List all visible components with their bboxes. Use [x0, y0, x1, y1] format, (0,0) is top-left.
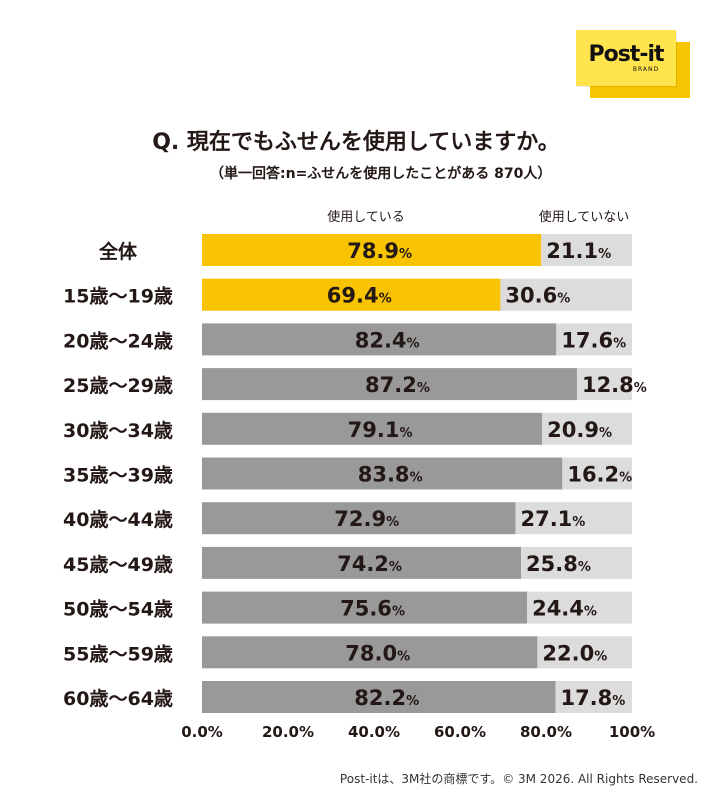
x-tick-label: 40.0%	[348, 723, 400, 741]
bar-used	[202, 323, 557, 356]
chart-title: Q. 現在でもふせんを使用していますか。	[152, 130, 560, 155]
bar-used	[202, 546, 522, 579]
category-label: 30歳〜34歳	[63, 420, 173, 442]
category-label: 25歳〜29歳	[63, 375, 173, 397]
data-label-used: 72.9%	[334, 507, 399, 531]
data-label-not-used: 25.8%	[526, 552, 591, 576]
data-label-not-used: 27.1%	[520, 507, 585, 531]
bar-not-used	[555, 681, 632, 713]
bar-used	[202, 636, 538, 669]
category-label: 45歳〜49歳	[63, 554, 173, 576]
x-tick-label: 80.0%	[520, 723, 572, 741]
bar-not-used	[541, 234, 632, 266]
bar-not-used	[537, 636, 632, 669]
chart-subtitle: （単一回答:n=ふせんを使用したことがある 870人）	[210, 166, 552, 182]
x-tick-label: 0.0%	[181, 723, 223, 741]
logo-note-front: Post-it BRAND	[576, 30, 676, 86]
data-label-not-used: 20.9%	[547, 418, 612, 442]
data-label-used: 82.4%	[355, 328, 420, 352]
category-label: 40歳〜44歳	[63, 509, 173, 531]
data-label-not-used: 12.8%	[582, 373, 647, 397]
bar-used	[202, 457, 563, 490]
bar-used	[202, 681, 556, 713]
data-label-used: 87.2%	[365, 373, 430, 397]
bar-used	[202, 502, 516, 535]
data-label-not-used: 22.0%	[542, 641, 607, 665]
x-tick-label: 20.0%	[262, 723, 314, 741]
data-label-used: 82.2%	[354, 686, 419, 710]
bar-not-used	[556, 323, 632, 356]
category-label: 60歳〜64歳	[63, 688, 173, 710]
bar-not-used	[576, 368, 632, 401]
bar-not-used	[521, 546, 632, 579]
bar-not-used	[542, 412, 632, 445]
category-label: 35歳〜39歳	[63, 465, 173, 487]
data-label-not-used: 17.8%	[560, 686, 625, 710]
bar-used	[202, 278, 501, 311]
category-label: 全体	[98, 240, 138, 263]
bar-not-used	[500, 278, 632, 311]
bar-used	[202, 368, 577, 401]
bar-not-used	[562, 457, 632, 490]
post-it-logo: Post-it BRAND	[576, 30, 694, 98]
data-label-used: 79.1%	[348, 418, 413, 442]
logo-brand-sub: BRAND	[632, 65, 660, 73]
category-label: 50歳〜54歳	[63, 599, 173, 621]
x-tick-label: 60.0%	[434, 723, 486, 741]
copyright-footer: Post-itは、3M社の商標です。© 3M 2026. All Rights …	[339, 772, 698, 786]
category-label: 20歳〜24歳	[63, 330, 173, 352]
bar-used	[202, 412, 543, 445]
data-label-used: 78.0%	[345, 641, 410, 665]
data-label-used: 75.6%	[340, 597, 405, 621]
data-label-used: 74.2%	[337, 552, 402, 576]
data-label-used: 83.8%	[358, 463, 423, 487]
legend-used-label: 使用している	[327, 209, 405, 225]
logo-brand-text: Post-it	[588, 41, 664, 67]
bar-not-used	[527, 591, 632, 624]
data-label-not-used: 16.2%	[567, 463, 632, 487]
data-label-not-used: 24.4%	[532, 597, 597, 621]
legend-not-used-label: 使用していない	[539, 209, 630, 225]
data-label-not-used: 30.6%	[505, 284, 570, 308]
category-label: 55歳〜59歳	[63, 643, 173, 665]
data-label-used: 69.4%	[327, 284, 392, 308]
data-label-not-used: 21.1%	[546, 239, 611, 263]
data-label-not-used: 17.6%	[561, 328, 626, 352]
category-label: 15歳〜19歳	[63, 286, 173, 308]
x-tick-label: 100%	[609, 723, 655, 741]
bar-used	[202, 234, 542, 266]
bar-used	[202, 591, 528, 624]
bar-not-used	[515, 502, 632, 535]
data-label-used: 78.9%	[347, 239, 412, 263]
